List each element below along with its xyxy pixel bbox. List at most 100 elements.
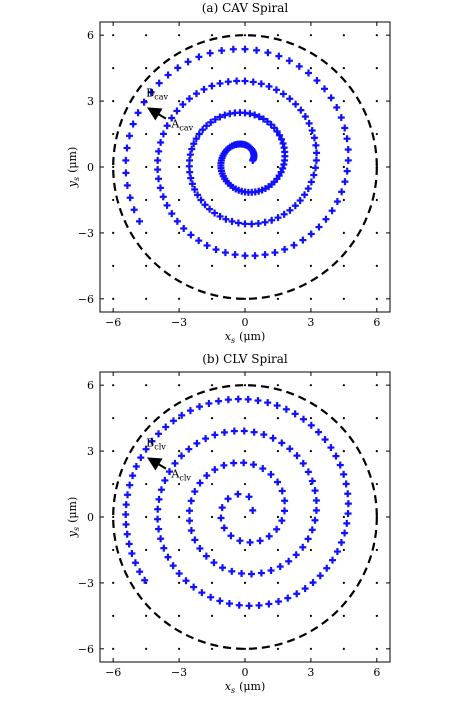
spiral-point [198, 589, 206, 597]
spiral-point [344, 510, 352, 518]
lattice-dot [276, 581, 280, 585]
spiral-point [202, 552, 210, 560]
lattice-dot [112, 384, 115, 387]
lattice-dot [342, 264, 345, 267]
spiral-point [221, 249, 229, 257]
spiral-point [304, 468, 312, 476]
spiral-point [128, 549, 136, 557]
spiral-point [337, 114, 345, 122]
spiral-point [155, 495, 163, 503]
lattice-dot [276, 165, 280, 169]
lattice-dot [112, 67, 115, 70]
spiral-point [249, 78, 257, 86]
lattice-dot [375, 647, 378, 650]
lattice-dot [243, 581, 247, 585]
spiral-point [208, 82, 216, 90]
lattice-dot [112, 297, 115, 300]
spiral-point [248, 220, 256, 228]
spiral-point [122, 169, 130, 177]
lattice-dot [112, 449, 115, 453]
spiral-point [286, 445, 294, 453]
lattice-dot [112, 417, 115, 420]
spiral-point [312, 141, 320, 149]
lattice-dot [177, 614, 181, 617]
spiral-point [282, 405, 290, 413]
lattice-dot [177, 165, 181, 169]
lattice-dot [112, 132, 115, 136]
lattice-dot [309, 548, 313, 552]
spiral-point [305, 119, 313, 127]
label-a-sub: cav [179, 123, 193, 132]
spiral-point [228, 217, 236, 225]
spiral-point [309, 579, 317, 587]
spiral-point [290, 241, 298, 249]
spiral-point [211, 209, 219, 217]
y-tick-label: −6 [78, 293, 94, 306]
spiral-point [154, 166, 162, 174]
spiral-point [275, 52, 283, 60]
spiral-point [301, 191, 309, 199]
lattice-dot [375, 231, 378, 235]
lattice-dot [375, 132, 378, 136]
lattice-dot [145, 34, 148, 37]
y-axis-var: y [66, 530, 79, 538]
spiral-point [328, 207, 336, 215]
spiral-point [279, 90, 287, 98]
lattice-dot [276, 198, 280, 202]
x-axis-unit: (μm) [239, 680, 265, 693]
spiral-point [207, 593, 215, 601]
label-a-sub: clv [179, 473, 191, 482]
spiral-point [201, 201, 209, 209]
spiral-point [134, 109, 142, 117]
spiral-point [261, 251, 269, 259]
spiral-point [206, 205, 214, 213]
lattice-dot [210, 198, 214, 202]
lattice-dot [177, 449, 181, 453]
lattice-dot [375, 297, 378, 300]
spiral-point [315, 223, 323, 231]
lattice-dot [375, 384, 378, 387]
spiral-point [135, 217, 143, 225]
lattice-dot [276, 264, 280, 267]
y-tick-label: −6 [78, 643, 94, 656]
spiral-point [299, 415, 307, 423]
spiral-point [327, 94, 335, 102]
spiral-point [155, 147, 163, 155]
lattice-dot [276, 67, 280, 70]
lattice-dot [309, 297, 313, 300]
spiral-point [177, 452, 185, 460]
lattice-dot [112, 99, 115, 103]
spiral-point [169, 562, 177, 570]
lattice-dot [243, 647, 247, 650]
spiral-point [244, 395, 252, 403]
spiral-point [186, 168, 194, 176]
spiral-point [179, 100, 187, 108]
spiral-point [255, 601, 263, 609]
lattice-dot [112, 647, 115, 650]
spiral-point [279, 164, 287, 172]
lattice-dot [276, 515, 280, 519]
spiral-point [211, 431, 219, 439]
spiral-point [122, 501, 130, 509]
x-tick-label: 6 [373, 666, 380, 679]
spiral-point [299, 543, 307, 551]
spiral-point [274, 478, 282, 486]
spiral-point [293, 452, 301, 460]
spiral-point [267, 567, 275, 575]
spiral-point [305, 69, 313, 77]
spiral-point [129, 120, 137, 128]
lattice-dot [276, 548, 280, 552]
spiral-point [259, 465, 267, 473]
spiral-point [186, 407, 194, 415]
lattice-dot [243, 132, 247, 136]
spiral-point [196, 403, 204, 411]
label-b-sub: cav [154, 93, 168, 102]
arrow [147, 457, 167, 471]
lattice-dot [342, 581, 345, 585]
boundary-circle [112, 34, 378, 300]
lattice-dot [177, 417, 181, 420]
spiral-point [220, 461, 228, 469]
spiral-point [163, 201, 171, 209]
spiral-point [224, 396, 232, 404]
spiral-point [122, 520, 130, 528]
